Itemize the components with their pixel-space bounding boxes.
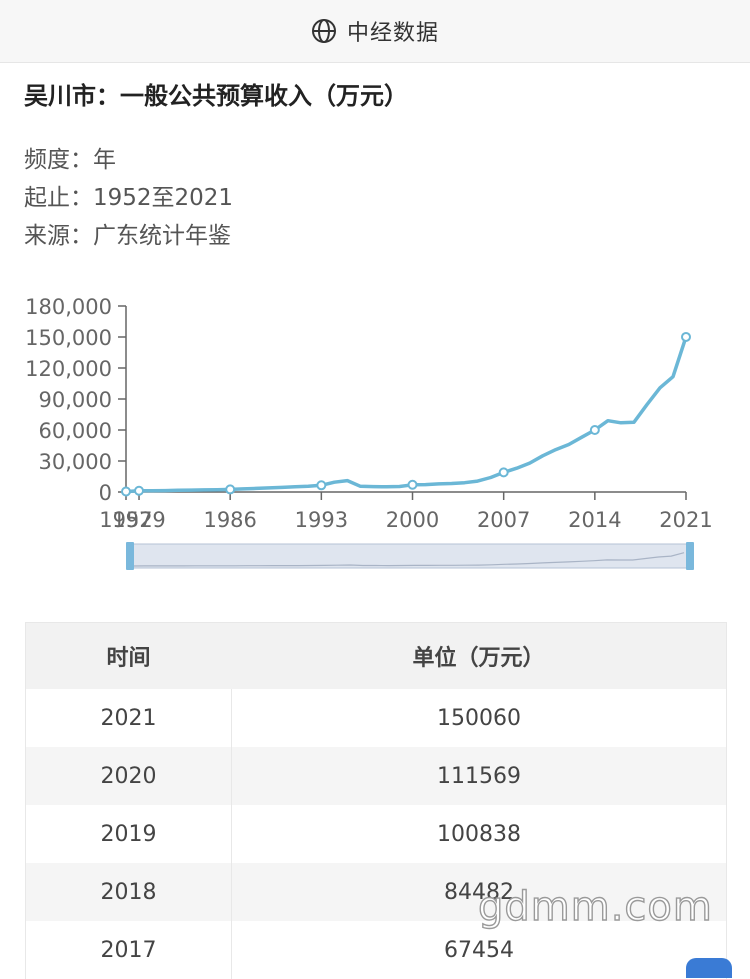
x-tick-label: 1979	[112, 508, 165, 532]
x-tick-label: 1952	[99, 508, 152, 532]
zoom-preview-line	[131, 552, 685, 567]
data-point	[225, 484, 236, 495]
floating-action-button[interactable]	[686, 958, 732, 978]
brand-name: 中经数据	[346, 21, 439, 46]
range-value: 1952至2021	[93, 185, 234, 211]
data-point	[121, 486, 131, 497]
line-chart: 0 30,000 60,000 90,000 120,000 150,000 180,000…	[25, 295, 713, 570]
source-label: 来源：	[24, 223, 93, 249]
frequency-value: 年	[93, 147, 116, 173]
range-label: 起止：	[24, 185, 93, 211]
watermark: gdmm.com	[477, 883, 713, 930]
cell-value: 67454	[444, 937, 514, 963]
data-point	[316, 480, 327, 491]
header-unit: 单位（万元）	[412, 646, 545, 671]
x-tick-label: 1993	[295, 508, 348, 532]
cell-year: 2018	[26, 863, 232, 921]
page-title: 吴川市：一般公共预算收入（万元）	[24, 82, 408, 110]
zoom-handle-left[interactable]	[126, 542, 134, 570]
cell-value: 100838	[437, 821, 521, 847]
table-row: 2017 67454	[26, 921, 726, 979]
series-line	[124, 335, 688, 494]
range-row: 起止：1952至2021	[24, 178, 233, 212]
cell-value: 111569	[437, 763, 521, 789]
source-row: 来源：广东统计年鉴	[24, 216, 231, 250]
zoom-slider-track	[129, 543, 689, 569]
zoom-handle-right[interactable]	[686, 542, 694, 570]
source-value: 广东统计年鉴	[93, 223, 231, 249]
cell-year: 2021	[26, 689, 232, 747]
table-row: 2018 84482	[26, 863, 726, 921]
globe-icon	[311, 19, 336, 43]
data-point	[498, 467, 509, 478]
cell-value: 150060	[437, 705, 521, 731]
table-header: 时间 单位（万元）	[26, 623, 726, 689]
cell-year: 2019	[26, 805, 232, 863]
data-table: 时间 单位（万元） 2021 150060 2020 111569 2019 1…	[25, 622, 727, 979]
data-point	[134, 485, 145, 496]
data-point	[589, 425, 600, 435]
x-tick-label: 1986	[203, 508, 256, 532]
x-tick-label: 2007	[477, 508, 530, 532]
header-time: 时间	[106, 646, 151, 671]
x-tick-label: 2000	[386, 508, 439, 532]
x-tick-label: 2021	[659, 508, 712, 532]
y-tick-label: 60,000	[39, 419, 112, 443]
y-tick-label: 180,000	[25, 295, 112, 319]
top-bar: 中经数据	[0, 0, 750, 63]
table-row: 2021 150060	[26, 689, 726, 747]
cell-year: 2020	[26, 747, 232, 805]
y-tick-label: 30,000	[39, 450, 112, 474]
y-tick-label: 90,000	[39, 388, 112, 412]
frequency-label: 频度：	[24, 147, 93, 173]
table-row: 2020 111569	[26, 747, 726, 805]
data-point	[407, 479, 418, 490]
cell-year: 2017	[26, 921, 232, 979]
data-point	[681, 331, 691, 342]
table-row: 2019 100838	[26, 805, 726, 863]
y-tick-label: 120,000	[25, 357, 112, 381]
y-tick-label: 0	[99, 481, 112, 505]
y-tick-label: 150,000	[25, 326, 112, 350]
x-tick-label: 2014	[568, 508, 621, 532]
frequency-row: 频度：年	[24, 140, 116, 174]
cell-value: 84482	[444, 879, 514, 905]
